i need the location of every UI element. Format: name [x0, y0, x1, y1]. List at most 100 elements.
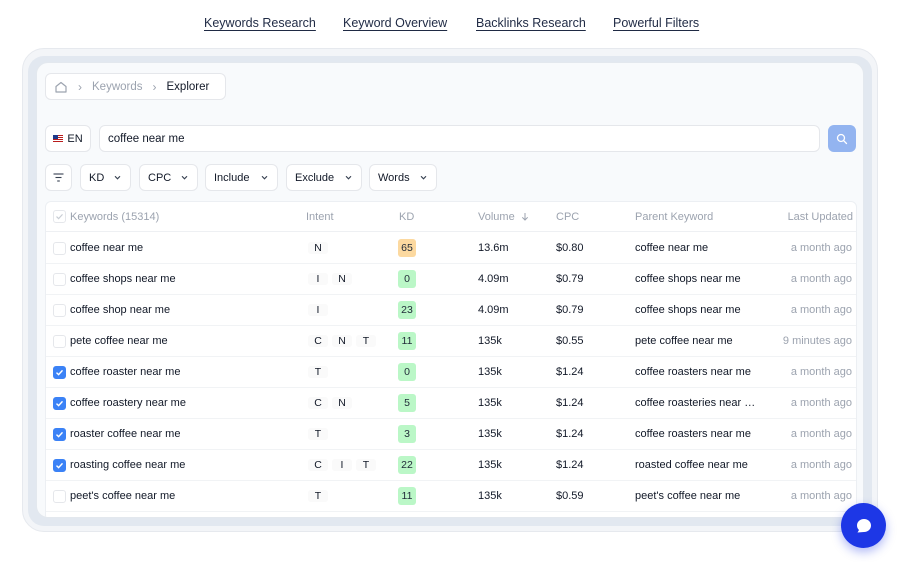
chevron-down-icon [420, 175, 427, 180]
column-last-updated[interactable]: Last Updated [787, 211, 853, 223]
filter-lines-icon [53, 173, 64, 182]
cpc-cell: $1.24 [556, 428, 584, 440]
chat-button[interactable] [841, 503, 886, 548]
parent-keyword-cell[interactable]: roasted coffee near me [635, 459, 748, 471]
home-icon[interactable] [54, 80, 68, 94]
row-checkbox[interactable] [53, 459, 66, 472]
table-row[interactable]: coffee near me N 65 13.6m $0.80 coffee near m… [46, 233, 856, 264]
keyword-cell[interactable]: coffee shops near me [70, 273, 176, 285]
parent-keyword-cell[interactable]: coffee roasters near me [635, 428, 751, 440]
table-row[interactable]: coffee roastery near me C N 5 135k $1.24 coffe… [46, 388, 856, 419]
keyword-cell[interactable]: coffee near me [70, 242, 144, 254]
intent-badge: T [308, 490, 328, 502]
parent-keyword-cell[interactable]: coffee roasteries near … [635, 397, 756, 409]
parent-keyword-cell[interactable]: coffee shops near me [635, 304, 741, 316]
parent-keyword-cell[interactable]: coffee shops near me [635, 273, 741, 285]
volume-cell: 4.09m [478, 304, 509, 316]
intent-badge: T [356, 335, 376, 347]
row-checkbox[interactable] [53, 428, 66, 441]
intent-badge: C [308, 459, 328, 471]
filter-cpc-button[interactable]: CPC [139, 164, 198, 191]
explorer-panel: › Keywords › Explorer EN KD CPC Include … [36, 62, 864, 518]
chevron-down-icon [261, 175, 268, 180]
check-icon [55, 368, 64, 377]
last-updated-cell: a month ago [790, 397, 852, 409]
intent-cell: T [308, 366, 328, 378]
last-updated-cell: a month ago [790, 459, 852, 471]
keyword-cell[interactable]: roaster coffee near me [70, 428, 181, 440]
column-keywords[interactable]: Keywords (15314) [70, 211, 160, 223]
row-checkbox[interactable] [53, 273, 66, 286]
row-checkbox[interactable] [53, 490, 66, 503]
breadcrumb-item-keywords[interactable]: Keywords [92, 80, 143, 93]
table-row[interactable]: roaster coffee near me T 3 135k $1.24 coffee … [46, 419, 856, 450]
intent-badge: I [308, 304, 328, 316]
table-row[interactable]: peet's coffee near me T 11 135k $0.59 peet's … [46, 481, 856, 512]
table-row[interactable]: coffee roaster near me T 0 135k $1.24 coffee … [46, 357, 856, 388]
table-row[interactable]: coffee shop near me I 23 4.09m $0.79 coffee s… [46, 295, 856, 326]
keyword-cell[interactable]: coffee roastery near me [70, 397, 186, 409]
column-cpc[interactable]: CPC [556, 211, 580, 223]
keyword-cell[interactable]: coffee shop near me [70, 304, 171, 316]
language-select[interactable]: EN [45, 125, 91, 152]
nav-link-keyword-overview[interactable]: Keyword Overview [343, 16, 448, 30]
nav-link-keywords-research[interactable]: Keywords Research [204, 16, 316, 30]
search-input[interactable] [99, 125, 820, 152]
parent-keyword-cell[interactable]: coffee roasters near me [635, 366, 751, 378]
filter-words-button[interactable]: Words [369, 164, 437, 191]
intent-badge: N [308, 242, 328, 254]
select-all-checkbox[interactable] [53, 210, 66, 223]
parent-keyword-cell[interactable]: pete coffee near me [635, 335, 733, 347]
row-checkbox[interactable] [53, 304, 66, 317]
filter-include-button[interactable]: Include [205, 164, 278, 191]
breadcrumb: › Keywords › Explorer [45, 73, 226, 100]
parent-keyword-cell[interactable]: peet's coffee near me [635, 490, 741, 502]
row-checkbox[interactable] [53, 397, 66, 410]
volume-cell: 135k [478, 490, 502, 502]
table-row[interactable]: roasting coffee near me C I T 22 135k $1.24 roa… [46, 450, 856, 481]
cpc-cell: $0.80 [556, 242, 584, 254]
column-volume[interactable]: Volume [478, 211, 529, 223]
table-row[interactable]: coffee shops near me I N 0 4.09m $0.79 coffee … [46, 264, 856, 295]
row-checkbox[interactable] [53, 242, 66, 255]
column-kd[interactable]: KD [399, 211, 415, 223]
nav-link-powerful-filters[interactable]: Powerful Filters [613, 16, 700, 30]
volume-cell: 135k [478, 366, 502, 378]
keyword-cell[interactable]: peet's coffee near me [70, 490, 176, 502]
row-checkbox[interactable] [53, 366, 66, 379]
filter-exclude-button[interactable]: Exclude [286, 164, 362, 191]
nav-link-backlinks-research[interactable]: Backlinks Research [476, 16, 586, 30]
intent-cell: T [308, 490, 328, 502]
table-row[interactable]: pete coffee near me C N T 11 135k $0.55 pete co… [46, 326, 856, 357]
chevron-right-icon: › [78, 79, 82, 94]
volume-cell: 4.09m [478, 273, 509, 285]
cpc-cell: $0.55 [556, 335, 584, 347]
filter-kd-button[interactable]: KD [80, 164, 131, 191]
check-icon [55, 399, 64, 408]
intent-cell: T [308, 428, 328, 440]
keyword-cell[interactable]: coffee roaster near me [70, 366, 181, 378]
filter-toggle-button[interactable] [45, 164, 72, 191]
chevron-down-icon [181, 175, 188, 180]
column-parent-keyword[interactable]: Parent Keyword [635, 211, 714, 223]
filter-words-label: Words [378, 171, 410, 184]
last-updated-cell: a month ago [790, 273, 852, 285]
parent-keyword-cell[interactable]: coffee near me [635, 242, 709, 254]
keyword-cell[interactable]: pete coffee near me [70, 335, 168, 347]
us-flag-icon [53, 135, 64, 142]
intent-badge: C [308, 335, 328, 347]
intent-cell: N [308, 242, 328, 254]
table-header: Keywords (15314) Intent KD Volume CPC Pa… [46, 202, 856, 232]
row-checkbox[interactable] [53, 335, 66, 348]
cpc-cell: $1.24 [556, 397, 584, 409]
last-updated-cell: a month ago [790, 242, 852, 254]
last-updated-cell: a month ago [790, 304, 852, 316]
search-button[interactable] [828, 125, 856, 152]
intent-badge: T [356, 459, 376, 471]
keyword-cell[interactable]: roasting coffee near me [70, 459, 186, 471]
intent-badge: N [332, 397, 352, 409]
column-intent[interactable]: Intent [306, 211, 334, 223]
